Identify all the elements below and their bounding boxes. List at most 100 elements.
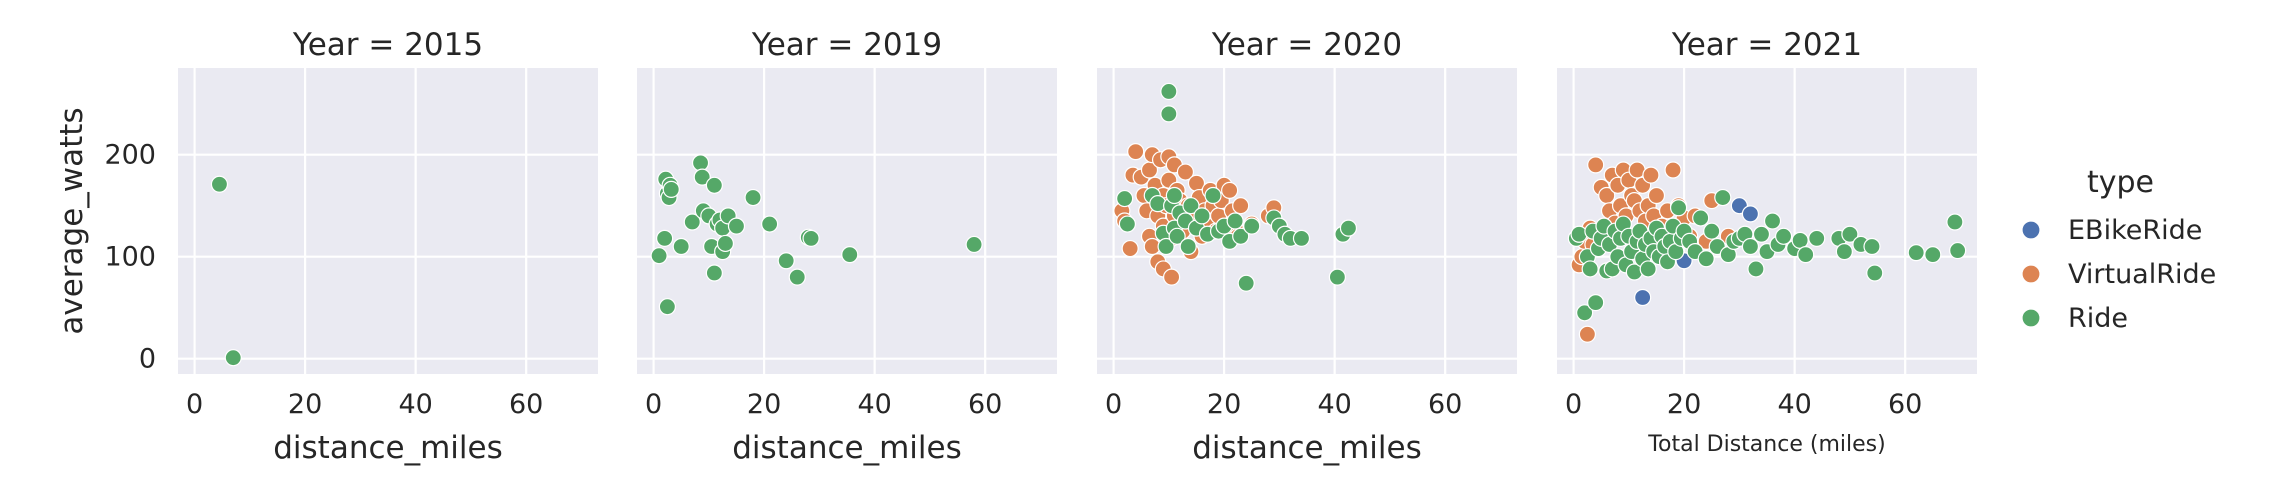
legend-title: type [2087,165,2154,200]
point-ride [650,247,668,265]
point-ride [1232,227,1250,245]
point-ride [841,246,859,264]
point-ride [1160,105,1178,123]
x-axis-label: distance_miles [1192,430,1422,466]
legend-label-ebikeride: EBikeRide [2068,215,2202,246]
point-virtualride [1587,156,1605,174]
y-tick-label: 0 [139,344,156,375]
point-ride [1714,188,1732,207]
legend-label-virtualride: VirtualRide [2068,259,2216,290]
x-tick-label: 60 [1428,389,1462,420]
point-ride [1237,274,1255,292]
point-ebikeride [1741,205,1760,223]
x-tick-label: 60 [509,389,543,420]
point-ride [672,237,690,256]
legend-marker-ride [2021,308,2041,328]
y-axis-label: average_watts [54,107,90,334]
x-tick-label: 0 [1565,389,1582,420]
point-ride [662,180,680,198]
point-ride [761,215,779,233]
x-tick-label: 40 [1777,389,1811,420]
legend-marker-ebikeride [2021,220,2041,240]
point-ride [1118,215,1136,233]
point-virtualride [1221,181,1239,199]
y-tick-label: 200 [104,140,156,171]
point-virtualride [1163,268,1181,286]
point-ride [1697,250,1715,268]
x-tick-label: 20 [747,389,781,420]
point-ride [658,298,676,316]
point-virtualride [1664,161,1682,179]
point-ride [1179,237,1197,256]
point-ride [1946,213,1964,231]
point-ride [1165,186,1183,205]
point-ride [727,217,746,235]
legend-marker-virtualride [2021,264,2041,284]
x-tick-label: 0 [1105,389,1122,420]
point-ride [1168,227,1186,245]
point-ride [1669,199,1688,217]
point-ride [1226,212,1244,230]
point-ride [802,229,820,247]
x-tick-label: 20 [288,389,322,420]
point-ride [1639,260,1657,278]
x-tick-label: 20 [1667,389,1701,420]
x-axis-label: distance_miles [732,430,962,466]
facet-panel-2: 0 20 40 60 Year = 2019 distance_miles [637,27,1057,466]
point-ride [656,229,674,247]
point-ride [1741,237,1760,256]
point-ride [1587,294,1605,312]
point-ride [705,264,723,282]
x-tick-label: 60 [968,389,1002,420]
point-ride [1339,219,1358,237]
point-ride [683,213,701,231]
point-ride [1752,225,1771,243]
point-ride [1204,186,1222,205]
point-ride [705,176,723,194]
point-ride [691,154,710,172]
facet-title: Year = 2021 [1671,27,1862,63]
point-ride [1292,229,1311,247]
x-tick-label: 40 [857,389,891,420]
point-ride [1808,229,1826,247]
point-ride [1703,222,1721,240]
x-tick-label: 20 [1207,389,1241,420]
point-ride [1949,241,1967,260]
point-ride [1581,260,1599,278]
point-ride [1243,217,1261,235]
point-ride [224,349,242,367]
x-tick-label: 40 [398,389,432,420]
x-axis-label: distance_miles [273,430,503,466]
point-ride [1924,246,1942,264]
point-ride [1182,197,1200,215]
point-ride [965,235,983,254]
point-virtualride [1176,163,1195,181]
point-virtualride [1642,166,1660,184]
point-ride [1841,225,1859,243]
x-axis-label: Total Distance (miles) [1647,432,1885,457]
point-ride [1576,304,1594,322]
point-ride [1747,260,1765,278]
point-ride [1797,246,1815,264]
point-virtualride [1578,325,1596,343]
x-tick-label: 0 [186,389,203,420]
point-ride [1160,82,1178,101]
facet-title: Year = 2020 [1211,27,1402,63]
point-virtualride [1121,239,1139,258]
point-ride [1774,227,1793,245]
point-ride [777,252,795,270]
point-ride [1907,244,1925,262]
point-ride [788,268,806,286]
point-ride [1157,237,1175,256]
y-tick-label: 100 [104,242,156,273]
point-virtualride [1232,197,1250,215]
point-ride [1866,264,1884,282]
facet-title: Year = 2015 [292,27,483,63]
point-ride [1763,212,1782,230]
point-ride [1692,209,1710,227]
facet-panel-4: 0 20 40 60 Year = 2021 Total Distance (miles) [1557,27,1977,457]
facet-panel-1: 0 20 40 60 0 100 200 Year = 2015 distance_miles [104,27,598,466]
point-ride [210,175,229,193]
x-tick-label: 0 [645,389,662,420]
